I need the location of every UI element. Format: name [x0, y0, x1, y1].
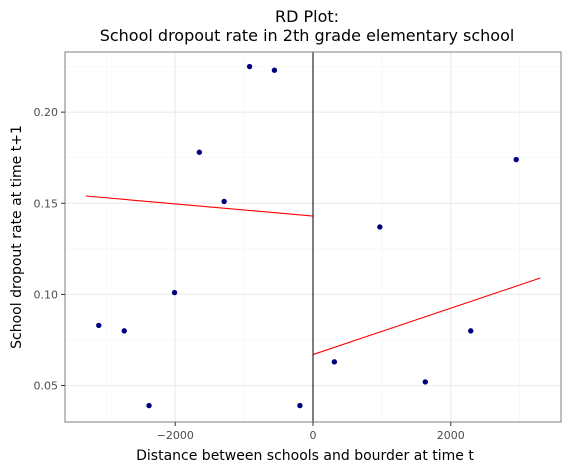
data-point [271, 67, 278, 73]
y-axis-ticks: 0.05 0.10 0.15 0.20 [34, 106, 65, 393]
data-point [246, 63, 253, 70]
x-axis-title: Distance between schools and bourder at … [136, 448, 474, 464]
data-point [377, 224, 383, 230]
y-tick-label: 0.05 [34, 380, 59, 393]
data-point [121, 328, 127, 334]
data-point [196, 149, 203, 155]
x-axis-ticks: −2000 0 2000 [157, 422, 465, 442]
x-tick-label: −2000 [157, 429, 194, 442]
fit-lines [85, 195, 541, 356]
data-point [468, 328, 474, 334]
y-tick-label: 0.10 [34, 288, 59, 301]
data-point [331, 359, 338, 365]
x-tick-label: 2000 [437, 429, 465, 442]
fit-line [312, 277, 541, 356]
data-point [297, 402, 303, 409]
data-point [513, 156, 519, 163]
x-tick-label: 0 [310, 429, 317, 442]
fit-line [85, 195, 314, 217]
data-point [221, 198, 227, 205]
chart-title-line2: School dropout rate in 2th grade element… [100, 26, 515, 45]
data-points [96, 63, 519, 409]
chart-title-line1: RD Plot: [275, 7, 339, 26]
data-point [96, 322, 102, 329]
y-tick-label: 0.20 [34, 106, 59, 119]
y-tick-label: 0.15 [34, 197, 59, 210]
data-point [146, 402, 152, 409]
y-axis-title: School dropout rate at time t+1 [9, 125, 25, 349]
data-point [171, 289, 178, 296]
data-point [422, 379, 428, 385]
